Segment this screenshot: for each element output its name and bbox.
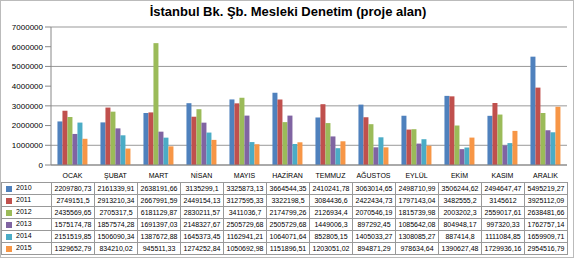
html-text:2174799,26: 2174799,26 (269, 208, 307, 216)
html-text:2012: 2012 (16, 208, 32, 216)
svg-text:2000000: 2000000 (12, 121, 44, 130)
html-text:2667991,59: 2667991,59 (140, 196, 178, 204)
svg-text:3000000: 3000000 (12, 102, 44, 111)
html-text:2705317,5: 2705317,5 (99, 208, 133, 216)
html-text:1762757,14: 1762757,14 (527, 220, 565, 228)
html-text:2410241,78: 2410241,78 (312, 184, 350, 192)
html-text:3506244,62: 3506244,62 (441, 184, 479, 192)
html-text:1064071,64: 1064071,64 (269, 232, 307, 240)
svg-text:ŞUBAT: ŞUBAT (104, 172, 128, 180)
html-text:1162941,21: 1162941,21 (226, 232, 264, 240)
svg-text:EYLÜL: EYLÜL (405, 172, 427, 179)
html-text:2161339,91: 2161339,91 (97, 184, 135, 192)
html-text:2505729,68: 2505729,68 (269, 220, 307, 228)
html-text:804948,17: 804948,17 (443, 220, 477, 228)
html-text:3925112,09: 3925112,09 (527, 196, 565, 204)
html-text:2638191,66: 2638191,66 (140, 184, 178, 192)
html-text:2422434,73: 2422434,73 (355, 196, 393, 204)
svg-text:EKİM: EKİM (451, 171, 468, 179)
html-text:2559017,61: 2559017,61 (484, 208, 522, 216)
html-text:1405033,27: 1405033,27 (355, 232, 393, 240)
html-text:2638481,66: 2638481,66 (527, 208, 565, 216)
html-text:1506090,34: 1506090,34 (97, 232, 135, 240)
html-text:1390627,48: 1390627,48 (441, 244, 479, 252)
html-text:2011: 2011 (16, 196, 32, 204)
html-text:2505729,68: 2505729,68 (226, 220, 264, 228)
html-text:978634,64: 978634,64 (400, 244, 434, 252)
html-text:1203051,02: 1203051,02 (312, 244, 350, 252)
html-text:2013: 2013 (16, 220, 32, 228)
svg-text:5000000: 5000000 (12, 62, 44, 71)
svg-text:0: 0 (39, 161, 44, 170)
html-text:2003202,3: 2003202,3 (443, 208, 477, 216)
html-text:2449154,13: 2449154,13 (183, 196, 221, 204)
svg-text:MART: MART (149, 172, 169, 179)
html-text:2126934,4: 2126934,4 (314, 208, 348, 216)
html-text:1085642,08: 1085642,08 (398, 220, 436, 228)
html-text:1797143,04: 1797143,04 (398, 196, 436, 204)
svg-text:TEMMUZ: TEMMUZ (316, 172, 347, 179)
html-text:İstanbul Bk. Şb. Mesleki Denet: İstanbul Bk. Şb. Mesleki Denetim (proje … (149, 4, 427, 19)
html-text:897292,45: 897292,45 (357, 220, 391, 228)
svg-text:6000000: 6000000 (12, 43, 44, 52)
html-text:2151519,85: 2151519,85 (54, 232, 92, 240)
svg-text:KASIM: KASIM (492, 172, 514, 179)
html-text:2830211,57: 2830211,57 (183, 208, 221, 216)
html-text:5495219,27: 5495219,27 (527, 184, 565, 192)
html-text:852805,15: 852805,15 (314, 232, 348, 240)
html-text:945511,33: 945511,33 (142, 244, 176, 252)
svg-text:AĞUSTOS: AĞUSTOS (356, 171, 390, 179)
html-text:834210,02: 834210,02 (99, 244, 133, 252)
html-text:2070546,19: 2070546,19 (355, 208, 393, 216)
html-text:6181129,87: 6181129,87 (140, 208, 178, 216)
html-text:887414,8: 887414,8 (445, 232, 475, 240)
html-text:1729936,16: 1729936,16 (484, 244, 522, 252)
html-text:3482555,2: 3482555,2 (443, 196, 477, 204)
html-text:2010: 2010 (16, 184, 32, 192)
svg-text:1000000: 1000000 (12, 141, 44, 150)
html-text:1815739,98: 1815739,98 (398, 208, 436, 216)
html-text:1449006,3: 1449006,3 (314, 220, 348, 228)
html-text:3135299,1: 3135299,1 (185, 184, 219, 192)
html-text:3145612: 3145612 (489, 196, 517, 204)
html-text:1308085,27: 1308085,27 (398, 232, 436, 240)
html-text:1857574,28: 1857574,28 (97, 220, 135, 228)
svg-text:4000000: 4000000 (12, 82, 44, 91)
html-text:3127595,33: 3127595,33 (226, 196, 264, 204)
html-text:3322198,5: 3322198,5 (271, 196, 305, 204)
html-text:1329652,79: 1329652,79 (54, 244, 92, 252)
html-text:997320,33: 997320,33 (486, 220, 520, 228)
html-text:3411036,7: 3411036,7 (228, 208, 262, 216)
svg-text:NİSAN: NİSAN (191, 171, 212, 179)
html-text:894871,29: 894871,29 (357, 244, 391, 252)
html-text:1274252,84: 1274252,84 (183, 244, 221, 252)
html-text:3063014,65: 3063014,65 (355, 184, 393, 192)
html-text:2014: 2014 (16, 232, 32, 240)
html-text:2494647,47: 2494647,47 (484, 184, 522, 192)
html-text:1111084,85: 1111084,85 (485, 232, 521, 240)
html-text:2749151,5: 2749151,5 (56, 196, 90, 204)
html-text:3664544,35: 3664544,35 (269, 184, 307, 192)
svg-text:7000000: 7000000 (12, 23, 44, 32)
html-text:1659909,71: 1659909,71 (527, 232, 565, 240)
html-text:2954516,79: 2954516,79 (527, 244, 565, 252)
html-text:1151896,51: 1151896,51 (269, 244, 307, 252)
html-text:1050692,98: 1050692,98 (226, 244, 264, 252)
html-text:1575174,78: 1575174,78 (54, 220, 92, 228)
svg-text:MAYIS: MAYIS (234, 172, 256, 179)
html-text:2498710,99: 2498710,99 (398, 184, 436, 192)
html-text:2913210,34: 2913210,34 (97, 196, 135, 204)
svg-text:OCAK: OCAK (63, 172, 83, 179)
html-text:1387672,88: 1387672,88 (140, 232, 178, 240)
html-text:2148327,67: 2148327,67 (183, 220, 221, 228)
html-text:2015: 2015 (16, 244, 32, 252)
html-text:3084436,6: 3084436,6 (314, 196, 348, 204)
svg-text:ARALIK: ARALIK (533, 172, 558, 179)
html-text:2209780,73: 2209780,73 (54, 184, 92, 192)
html-text:2435569,65: 2435569,65 (54, 208, 92, 216)
html-text:1691397,03: 1691397,03 (140, 220, 178, 228)
svg-text:HAZİRAN: HAZİRAN (272, 171, 303, 179)
html-text:1645373,45: 1645373,45 (183, 232, 221, 240)
html-text:3325873,13: 3325873,13 (226, 184, 264, 192)
